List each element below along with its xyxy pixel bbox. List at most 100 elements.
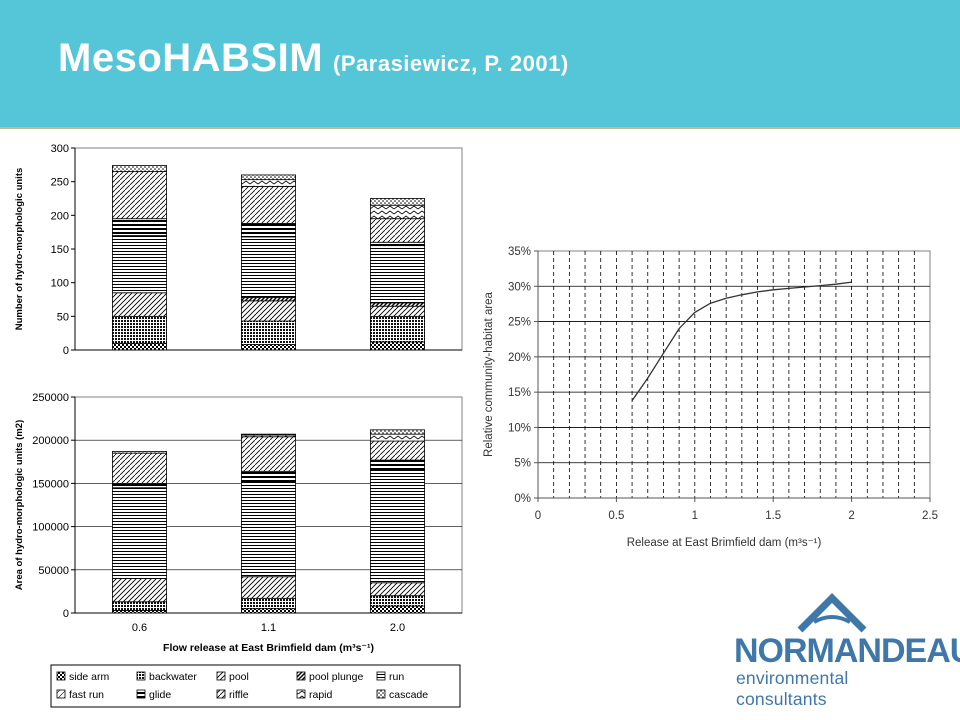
legend-label: pool plunge [309,671,363,683]
bar-segment [241,174,296,181]
bar-segment [241,236,296,298]
legend-swatch [296,689,306,699]
bar-segment [112,578,167,603]
legend-swatch [216,671,226,681]
legend-box [50,664,461,708]
bar-segment [112,601,167,611]
bar-segment [112,165,167,172]
bar-segment [241,344,296,351]
slide-header: MesoHABSIM (Parasiewicz, P. 2001) [0,0,960,129]
bar-segment [370,241,425,247]
bar-segment [370,605,425,614]
x-tick-label: 0 [535,510,541,522]
x-axis-label: Flow release at East Brimfield dam (m³s⁻… [163,642,374,654]
x-tick-label: 2 [848,510,854,522]
bar-segment [370,245,425,304]
y-tick-label: 35% [508,246,531,258]
x-tick-label: 0.5 [608,510,624,522]
y-tick-label: 0% [514,493,531,505]
habitat-curve [631,281,852,401]
bar-segment [241,470,296,483]
bar-segment [241,597,296,610]
bar-segment [112,235,167,294]
y-tick-label: 15% [508,387,531,399]
y-tick-label: 25% [508,317,531,329]
bar-segment [112,218,167,236]
slide-title: MesoHABSIM (Parasiewicz, P. 2001) [58,36,569,81]
legend-swatch [376,689,386,699]
y-tick-label: 10% [508,422,531,434]
y-tick-label: 150 [51,244,69,256]
bar-segment [112,487,167,579]
legend-label: side arm [69,671,110,683]
y-tick-label: 20% [508,352,531,364]
y-tick-label: 200000 [32,435,69,447]
x-axis-label: Release at East Brimfield dam (m³s⁻¹) [627,537,822,549]
y-tick-label: 50000 [38,565,69,577]
logo-tagline: environmental consultants [736,668,849,709]
chart-legend: side arm backwater pool pool plunge run fast … [50,664,461,708]
bar-segment [370,429,425,435]
bar-segment [241,223,296,238]
y-tick-label: 0 [63,345,69,357]
y-tick-label: 300 [51,143,69,155]
bar-segment [370,198,425,206]
bar-segment [241,297,296,302]
legend-label: glide [149,689,171,701]
bar-segment [112,342,167,351]
y-axis-label: Relative community-habitat area [483,291,495,457]
bar-segment [112,482,167,489]
legend-swatch [216,689,226,699]
x-tick-label: 1.1 [261,622,276,634]
legend-swatch [376,671,386,681]
y-tick-label: 50 [57,311,69,323]
bar-segment [112,171,167,220]
bar-segment [241,300,296,322]
bar-segment [241,576,296,599]
bar-segment [112,315,167,344]
bar-segment [370,433,425,442]
legend-label: fast run [69,689,104,701]
title-main: MesoHABSIM [58,36,324,80]
x-tick-label: 2.0 [390,622,405,634]
legend-swatch [56,671,66,681]
bar-segment [370,440,425,461]
bar-segment [112,292,167,317]
bar-segment [370,582,425,597]
bar-segment [370,315,425,343]
logo-name: NORMANDEAU [734,632,960,670]
title-citation: (Parasiewicz, P. 2001) [333,51,569,76]
y-tick-label: 30% [508,281,531,293]
legend-swatch [56,689,66,699]
bar-segment [241,436,296,472]
y-tick-label: 100 [51,278,69,290]
legend-swatch [136,689,146,699]
legend-label: pool [229,671,249,683]
units-area-chart: 0 50000 100000 150000 200000 250000 0.6 1.1 2.0 A… [14,392,463,654]
bar-segment [112,451,167,454]
normandeau-logo: NORMANDEAU environmental consultants [734,592,960,709]
bar-segment [370,302,425,307]
x-tick-label: 0.6 [132,622,147,634]
bar-segment [370,204,425,220]
bar-segment [370,341,425,351]
y-tick-label: 200 [51,210,69,222]
bar-segment [241,185,296,224]
x-tick-label: 1 [692,510,698,522]
bar-segment [241,481,296,578]
bar-segment [370,595,425,607]
y-axis-label: Area of hydro-morphologic units (m2) [14,420,25,590]
x-tick-label: 2.5 [922,510,938,522]
mountain-water-icon [797,593,867,633]
legend-label: riffle [229,689,249,701]
bar-segment [241,320,296,346]
legend-label: run [389,671,404,683]
y-tick-label: 250 [51,177,69,189]
bar-segment [370,470,425,584]
legend-swatch [296,671,306,681]
bar-segment [241,179,296,187]
habitat-line-chart: 0% 5% 10% 15% 20% 25% 30% 35% 0 0.5 1 1.5 2 2.5 Relati… [483,246,938,549]
plot-area [537,250,931,499]
legend-label: rapid [309,689,333,701]
y-tick-label: 5% [514,458,531,470]
